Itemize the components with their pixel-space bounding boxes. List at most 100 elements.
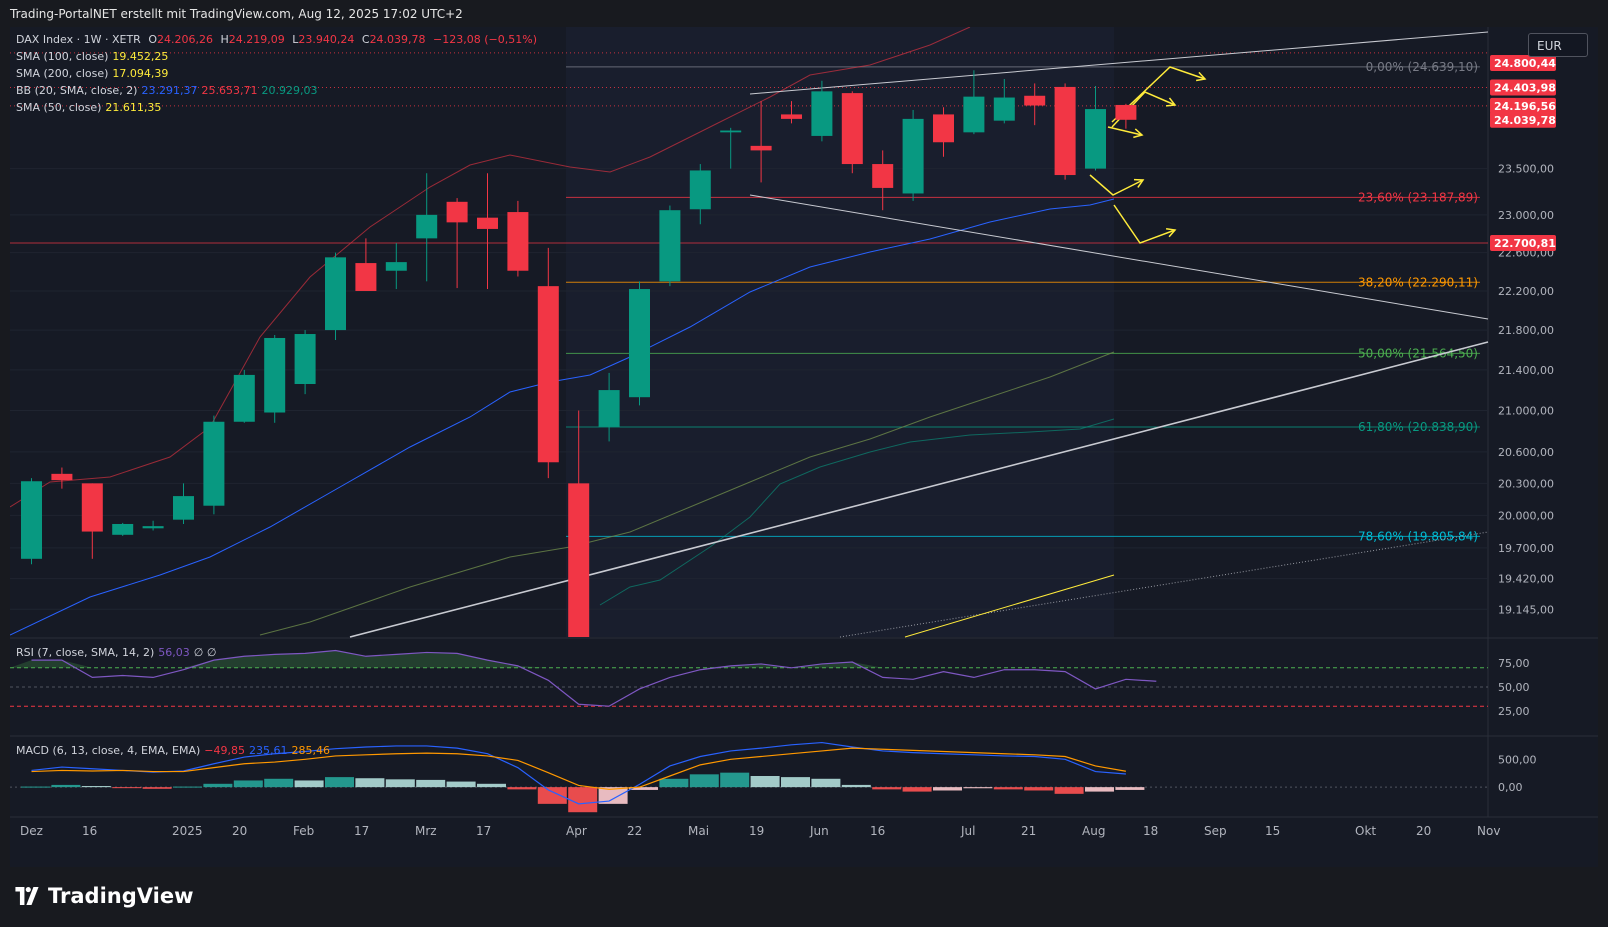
projection-arrow <box>1111 66 1206 123</box>
candle-body <box>385 262 407 271</box>
projection-arrow <box>1107 126 1143 136</box>
rsi-tick-label: 75,00 <box>1498 657 1530 670</box>
fib-level-label: 0,00% (24.639,10) <box>1366 60 1478 74</box>
time-tick-label: Okt <box>1355 824 1376 838</box>
legend-c-label: C <box>361 33 370 46</box>
legend-macd: MACD (6, 13, close, 4, EMA, EMA) −49,85 23… <box>16 744 334 757</box>
macd-histogram-bar <box>51 784 81 788</box>
macd-histogram-bar <box>1024 787 1054 791</box>
price-label-badge <box>1490 55 1556 71</box>
price-label-badge <box>1490 79 1556 96</box>
candle-body <box>81 483 103 532</box>
currency-selector[interactable]: EUR <box>1528 33 1588 57</box>
legend-sma100: SMA (100, close) 19.452,25 <box>16 50 172 63</box>
price-tick-label: 20.300,00 <box>1498 477 1554 490</box>
macd-histogram-bar <box>781 777 810 788</box>
macd-histogram-bar <box>568 787 598 813</box>
sma50-line <box>10 198 1115 636</box>
macd-histogram-bar <box>872 787 902 790</box>
candle-body <box>203 421 225 506</box>
time-tick-label: Mai <box>688 824 709 838</box>
time-tick-label: Aug <box>1082 824 1105 838</box>
macd-histogram-bar <box>81 786 111 788</box>
candle-body <box>477 217 498 229</box>
legend-rsi-extra: ∅ ∅ <box>193 646 217 659</box>
time-tick-label: 16 <box>82 824 97 838</box>
legend-macd-label: MACD (6, 13, close, 4, EMA, EMA) <box>16 744 201 757</box>
candle-body <box>416 214 438 239</box>
candle-body <box>841 93 863 165</box>
candle-body <box>568 483 590 637</box>
chart-frame[interactable]: 0,00% (24.639,10) 23,60% (23.187,89) 38,20… <box>10 27 1598 867</box>
legend-sma200-value: 17.094,39 <box>112 67 169 80</box>
macd-histogram-bar <box>446 781 476 788</box>
fib-level-label: 23,60% (23.187,89) <box>1358 190 1478 204</box>
legend-bb-mid: 23.291,37 <box>141 84 198 97</box>
price-label-badge <box>1490 111 1556 128</box>
candle-body <box>1024 95 1046 106</box>
arrow-head <box>1133 178 1145 188</box>
time-tick-label: Dez <box>20 824 43 838</box>
time-tick-label: 15 <box>1265 824 1280 838</box>
candle-body <box>21 481 42 559</box>
rsi-overbought-fill <box>10 650 1157 668</box>
macd-histogram-bar <box>537 787 567 804</box>
price-tick-label: 23.500,00 <box>1498 163 1554 176</box>
macd-histogram-bar <box>750 776 780 788</box>
price-tick-label: 19.700,00 <box>1498 542 1554 555</box>
macd-histogram-bar <box>1115 787 1145 790</box>
sma100-line <box>259 351 1115 636</box>
time-tick-label: Jun <box>809 824 829 838</box>
time-tick-label: 20 <box>232 824 247 838</box>
legend-l-label: L <box>292 33 299 46</box>
candle-body <box>112 523 134 535</box>
legend-rsi-value: 56,03 <box>158 646 190 659</box>
legend-rsi: RSI (7, close, SMA, 14, 2) 56,03 ∅ ∅ <box>16 646 220 659</box>
legend-macd-value: 235,61 <box>249 744 288 757</box>
candle-body <box>173 496 194 520</box>
macd-histogram-bar <box>1085 787 1114 792</box>
candle-body <box>446 201 468 223</box>
candle-body <box>1054 86 1076 176</box>
candle-body <box>902 118 924 194</box>
legend-h-label: H <box>220 33 229 46</box>
macd-histogram-bar <box>963 787 993 789</box>
price-label-text: 24.403,98 <box>1494 81 1556 94</box>
candle-body <box>325 257 346 331</box>
legend-sma50-label: SMA (50, close) <box>16 101 102 114</box>
legend-macd-hist: −49,85 <box>204 744 245 757</box>
rsi-line <box>31 649 1157 707</box>
macd-histogram-bar <box>993 787 1023 790</box>
bb-upper-line <box>10 27 971 508</box>
macd-histogram-bar <box>264 778 294 788</box>
brand-name: TradingView <box>48 884 194 908</box>
legend-sma100-label: SMA (100, close) <box>16 50 109 63</box>
chart-svg[interactable]: 0,00% (24.639,10) 23,60% (23.187,89) 38,20… <box>10 27 1598 867</box>
legend-symbol: DAX Index · 1W · XETR <box>16 33 141 46</box>
candle-body <box>51 473 73 481</box>
projection-arrow <box>1089 174 1144 196</box>
macd-histogram-bar <box>659 778 689 788</box>
macd-histogram-bar <box>598 787 628 804</box>
candle-body <box>264 337 286 413</box>
trendline-lower <box>749 194 1489 320</box>
macd-histogram-bar <box>325 777 354 788</box>
candle-body <box>872 164 894 188</box>
macd-histogram-bar <box>355 778 385 788</box>
macd-histogram-bar <box>902 787 932 792</box>
legend-macd-signal: 285,46 <box>291 744 331 757</box>
macd-histogram-bar <box>477 783 506 788</box>
time-tick-label: 2025 <box>172 824 203 838</box>
macd-histogram-bar <box>21 786 50 788</box>
candle-body <box>1115 104 1137 120</box>
macd-line <box>31 741 1126 805</box>
time-tick-label: 18 <box>1143 824 1158 838</box>
macd-histogram-bar <box>233 780 263 788</box>
candle-body <box>963 96 985 133</box>
legend-change: −123,08 (−0,51%) <box>433 33 537 46</box>
price-tick-label: 20.600,00 <box>1498 446 1554 459</box>
candle-body <box>811 91 833 136</box>
macd-histogram-bar <box>1054 787 1084 794</box>
macd-tick-label: 500,00 <box>1498 753 1537 766</box>
macd-histogram-bar <box>507 787 537 790</box>
